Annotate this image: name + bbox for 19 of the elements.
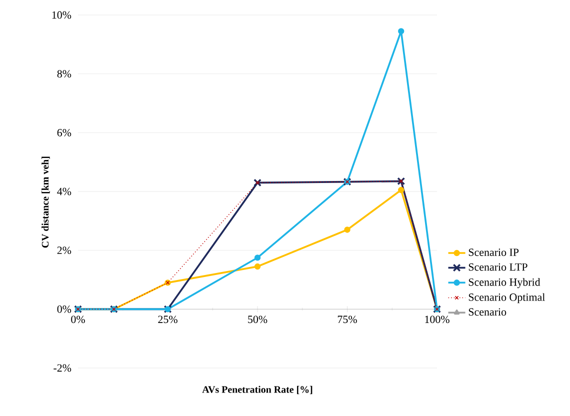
- x-tick-label: 0%: [71, 316, 85, 324]
- y-tick-label: 2%: [57, 246, 72, 254]
- y-tick-label: 8%: [57, 70, 72, 78]
- y-tick-label: 0%: [57, 305, 72, 313]
- legend-label: Scenario LTP: [468, 263, 528, 271]
- y-tick-label: 6%: [57, 128, 72, 136]
- y-tick-label: 10%: [52, 11, 72, 19]
- y-tick-label: 4%: [57, 188, 72, 196]
- legend-label: Scenario Hybrid: [468, 278, 540, 288]
- x-axis-title: AVs Penetration Rate [%]: [202, 386, 312, 394]
- x-tick-label: 50%: [248, 316, 268, 324]
- legend-label: Scenario Optimal: [468, 293, 545, 304]
- legend-label: Scenario IP: [468, 248, 519, 256]
- x-tick-label: 100%: [425, 316, 450, 324]
- y-tick-label: -2%: [54, 364, 72, 372]
- legend-label: Scenario: [468, 308, 506, 316]
- y-axis-title: CV distance [km veh]: [42, 156, 50, 248]
- x-tick-label: 75%: [338, 316, 357, 324]
- x-tick-label: 25%: [158, 316, 178, 324]
